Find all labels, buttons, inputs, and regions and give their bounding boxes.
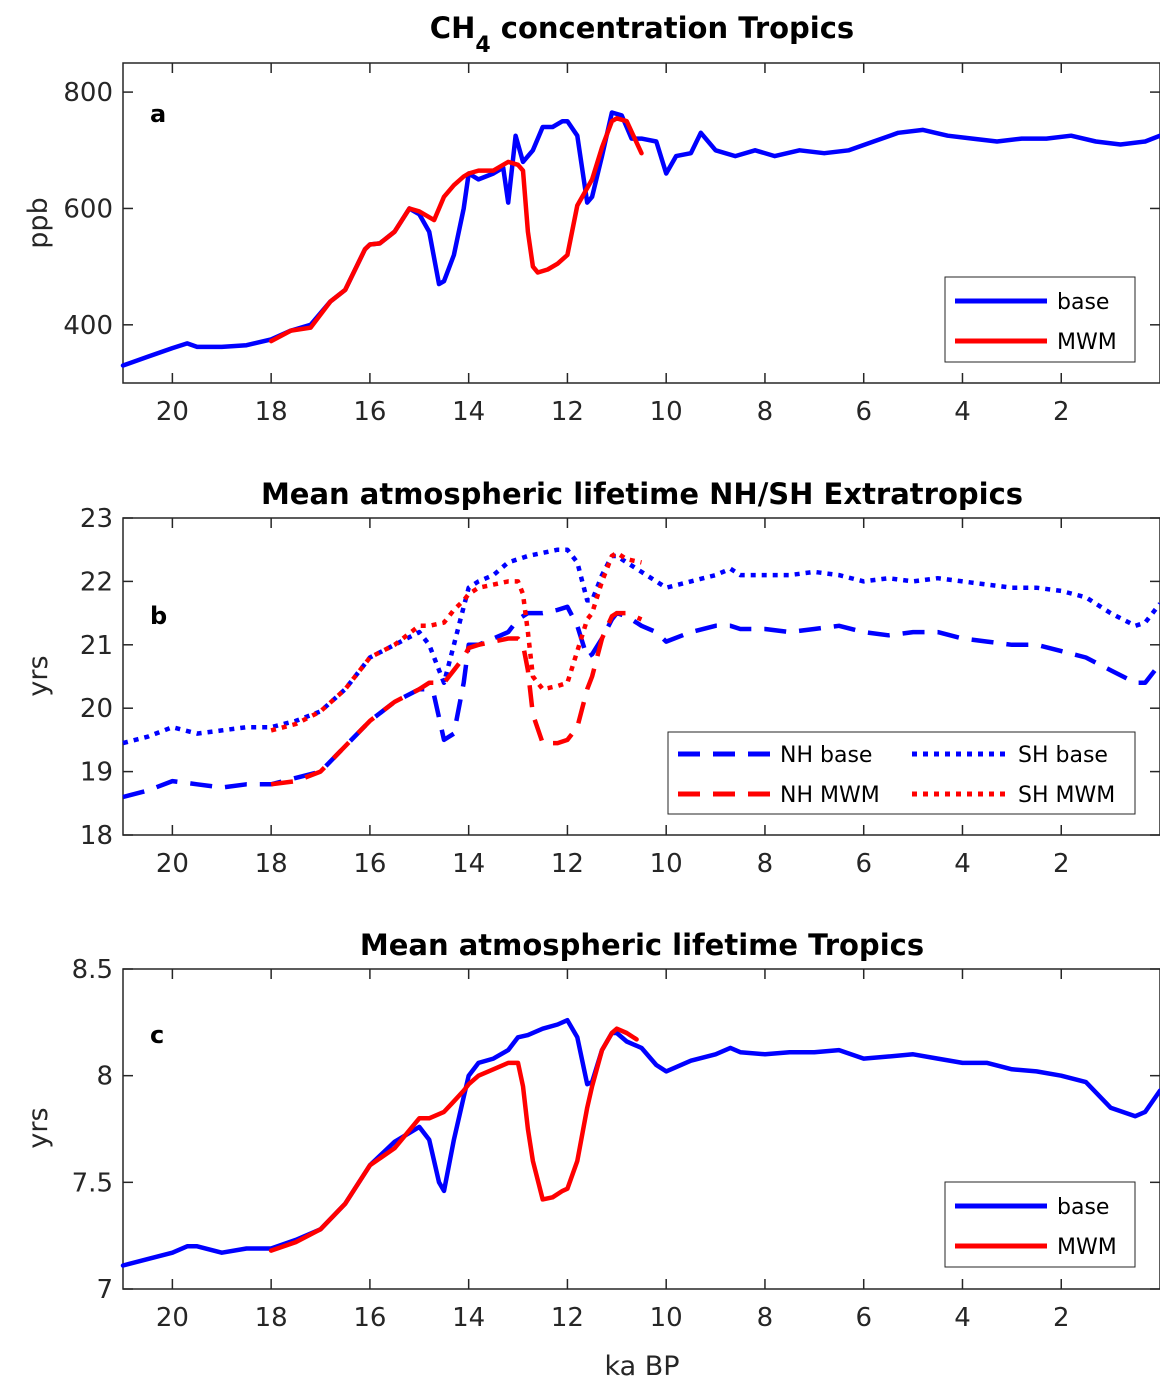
- x-tick-label: 10: [650, 849, 683, 879]
- y-tick-label: 400: [63, 311, 113, 341]
- x-tick-label: 8: [757, 397, 774, 427]
- y-tick-label: 23: [80, 504, 113, 534]
- x-tick-label: 20: [156, 1303, 189, 1333]
- x-axis-label: ka BP: [604, 1351, 679, 1382]
- panel-b-legend-label-sh-mwm: SH MWM: [1018, 783, 1115, 808]
- panel-c-legend-label-mwm: MWM: [1057, 1235, 1117, 1260]
- panel-c: Mean atmospheric lifetime Tropics 7 7.5 8 8…: [23, 928, 1160, 1382]
- panel-b-letter: b: [150, 602, 167, 630]
- x-tick-label: 6: [855, 849, 872, 879]
- x-tick-label: 14: [452, 1303, 485, 1333]
- panel-b-x-ticks: 20 18 16 14 12 10 8 6 4 2: [156, 518, 1070, 879]
- panel-a-legend-box: [944, 276, 1136, 363]
- panel-a-title-rest: concentration Tropics: [491, 11, 855, 45]
- panel-b-y-ticks: 18 19 20 21 22 23: [80, 504, 1160, 851]
- x-tick-label: 4: [954, 397, 971, 427]
- panel-b-series: [122, 547, 1160, 800]
- panel-a-legend: base MWM: [944, 276, 1136, 363]
- x-tick-label: 18: [255, 397, 288, 427]
- panel-b-legend-label-nh-base: NH base: [780, 743, 872, 768]
- panel-c-series: [120, 1017, 1160, 1268]
- panel-a-letter: a: [150, 100, 166, 128]
- panel-b-legend-label-nh-mwm: NH MWM: [780, 783, 880, 808]
- y-tick-label: 22: [80, 567, 113, 597]
- y-tick-label: 19: [80, 758, 113, 788]
- x-tick-label: 6: [855, 397, 872, 427]
- x-tick-label: 16: [353, 1303, 386, 1333]
- panel-c-y-ticks: 7 7.5 8 8.5: [72, 955, 1160, 1305]
- y-tick-label: 800: [63, 78, 113, 108]
- panel-c-y-axis-label: yrs: [23, 1107, 54, 1148]
- x-tick-label: 10: [650, 397, 683, 427]
- panel-c-letter: c: [150, 1021, 164, 1049]
- y-tick-label: 8.5: [72, 955, 113, 985]
- y-tick-label: 7.5: [72, 1168, 113, 1198]
- x-tick-label: 12: [551, 1303, 584, 1333]
- panel-b-legend-label-sh-base: SH base: [1018, 743, 1108, 768]
- panel-a-title: CH4 concentration Tropics: [430, 11, 854, 58]
- x-tick-label: 16: [353, 397, 386, 427]
- panel-a-series: [120, 110, 1160, 368]
- panel-b-legend-box: [667, 731, 1136, 815]
- x-tick-label: 14: [452, 397, 485, 427]
- series-line-mwm: [268, 1026, 639, 1253]
- panel-a-y-ticks: 400 600 800: [63, 78, 1160, 341]
- x-tick-label: 18: [255, 849, 288, 879]
- panel-a-title-subscript: 4: [475, 33, 490, 58]
- x-tick-label: 4: [954, 849, 971, 879]
- y-tick-label: 7: [96, 1275, 113, 1305]
- x-tick-label: 18: [255, 1303, 288, 1333]
- x-tick-label: 10: [650, 1303, 683, 1333]
- x-tick-label: 20: [156, 397, 189, 427]
- y-tick-label: 8: [96, 1062, 113, 1092]
- y-tick-label: 21: [80, 631, 113, 661]
- panel-a-legend-label-base: base: [1057, 290, 1109, 315]
- x-tick-label: 12: [551, 849, 584, 879]
- panel-b-legend: NH base NH MWM SH base SH MWM: [667, 731, 1136, 815]
- series-line-nh-mwm: [270, 610, 643, 787]
- x-tick-label: 2: [1053, 397, 1070, 427]
- panel-a-y-axis-label: ppb: [23, 197, 54, 248]
- panel-c-legend-label-base: base: [1057, 1195, 1109, 1220]
- panel-a-title-ch: CH: [430, 11, 476, 45]
- x-tick-label: 8: [757, 1303, 774, 1333]
- panel-c-title: Mean atmospheric lifetime Tropics: [360, 928, 924, 962]
- panel-c-x-ticks: 20 18 16 14 12 10 8 6 4 2: [156, 969, 1070, 1333]
- series-line-sh-mwm: [270, 550, 642, 733]
- panel-b: Mean atmospheric lifetime NH/SH Extratro…: [23, 477, 1160, 879]
- panel-c-legend: base MWM: [944, 1181, 1136, 1268]
- series-line-mwm: [268, 116, 644, 344]
- y-tick-label: 18: [80, 821, 113, 851]
- x-tick-label: 14: [452, 849, 485, 879]
- x-tick-label: 8: [757, 849, 774, 879]
- y-tick-label: 600: [63, 194, 113, 224]
- x-tick-label: 4: [954, 1303, 971, 1333]
- x-tick-label: 6: [855, 1303, 872, 1333]
- y-tick-label: 20: [80, 694, 113, 724]
- panel-b-y-axis-label: yrs: [23, 655, 54, 696]
- x-tick-label: 12: [551, 397, 584, 427]
- panel-a-x-ticks: 20 18 16 14 12 10 8 6 4 2: [156, 63, 1070, 427]
- panel-c-legend-box: [944, 1181, 1136, 1268]
- x-tick-label: 20: [156, 849, 189, 879]
- panel-b-title: Mean atmospheric lifetime NH/SH Extratro…: [261, 477, 1023, 511]
- x-tick-label: 16: [353, 849, 386, 879]
- panel-a-legend-label-mwm: MWM: [1057, 330, 1117, 355]
- x-tick-label: 2: [1053, 849, 1070, 879]
- x-tick-label: 2: [1053, 1303, 1070, 1333]
